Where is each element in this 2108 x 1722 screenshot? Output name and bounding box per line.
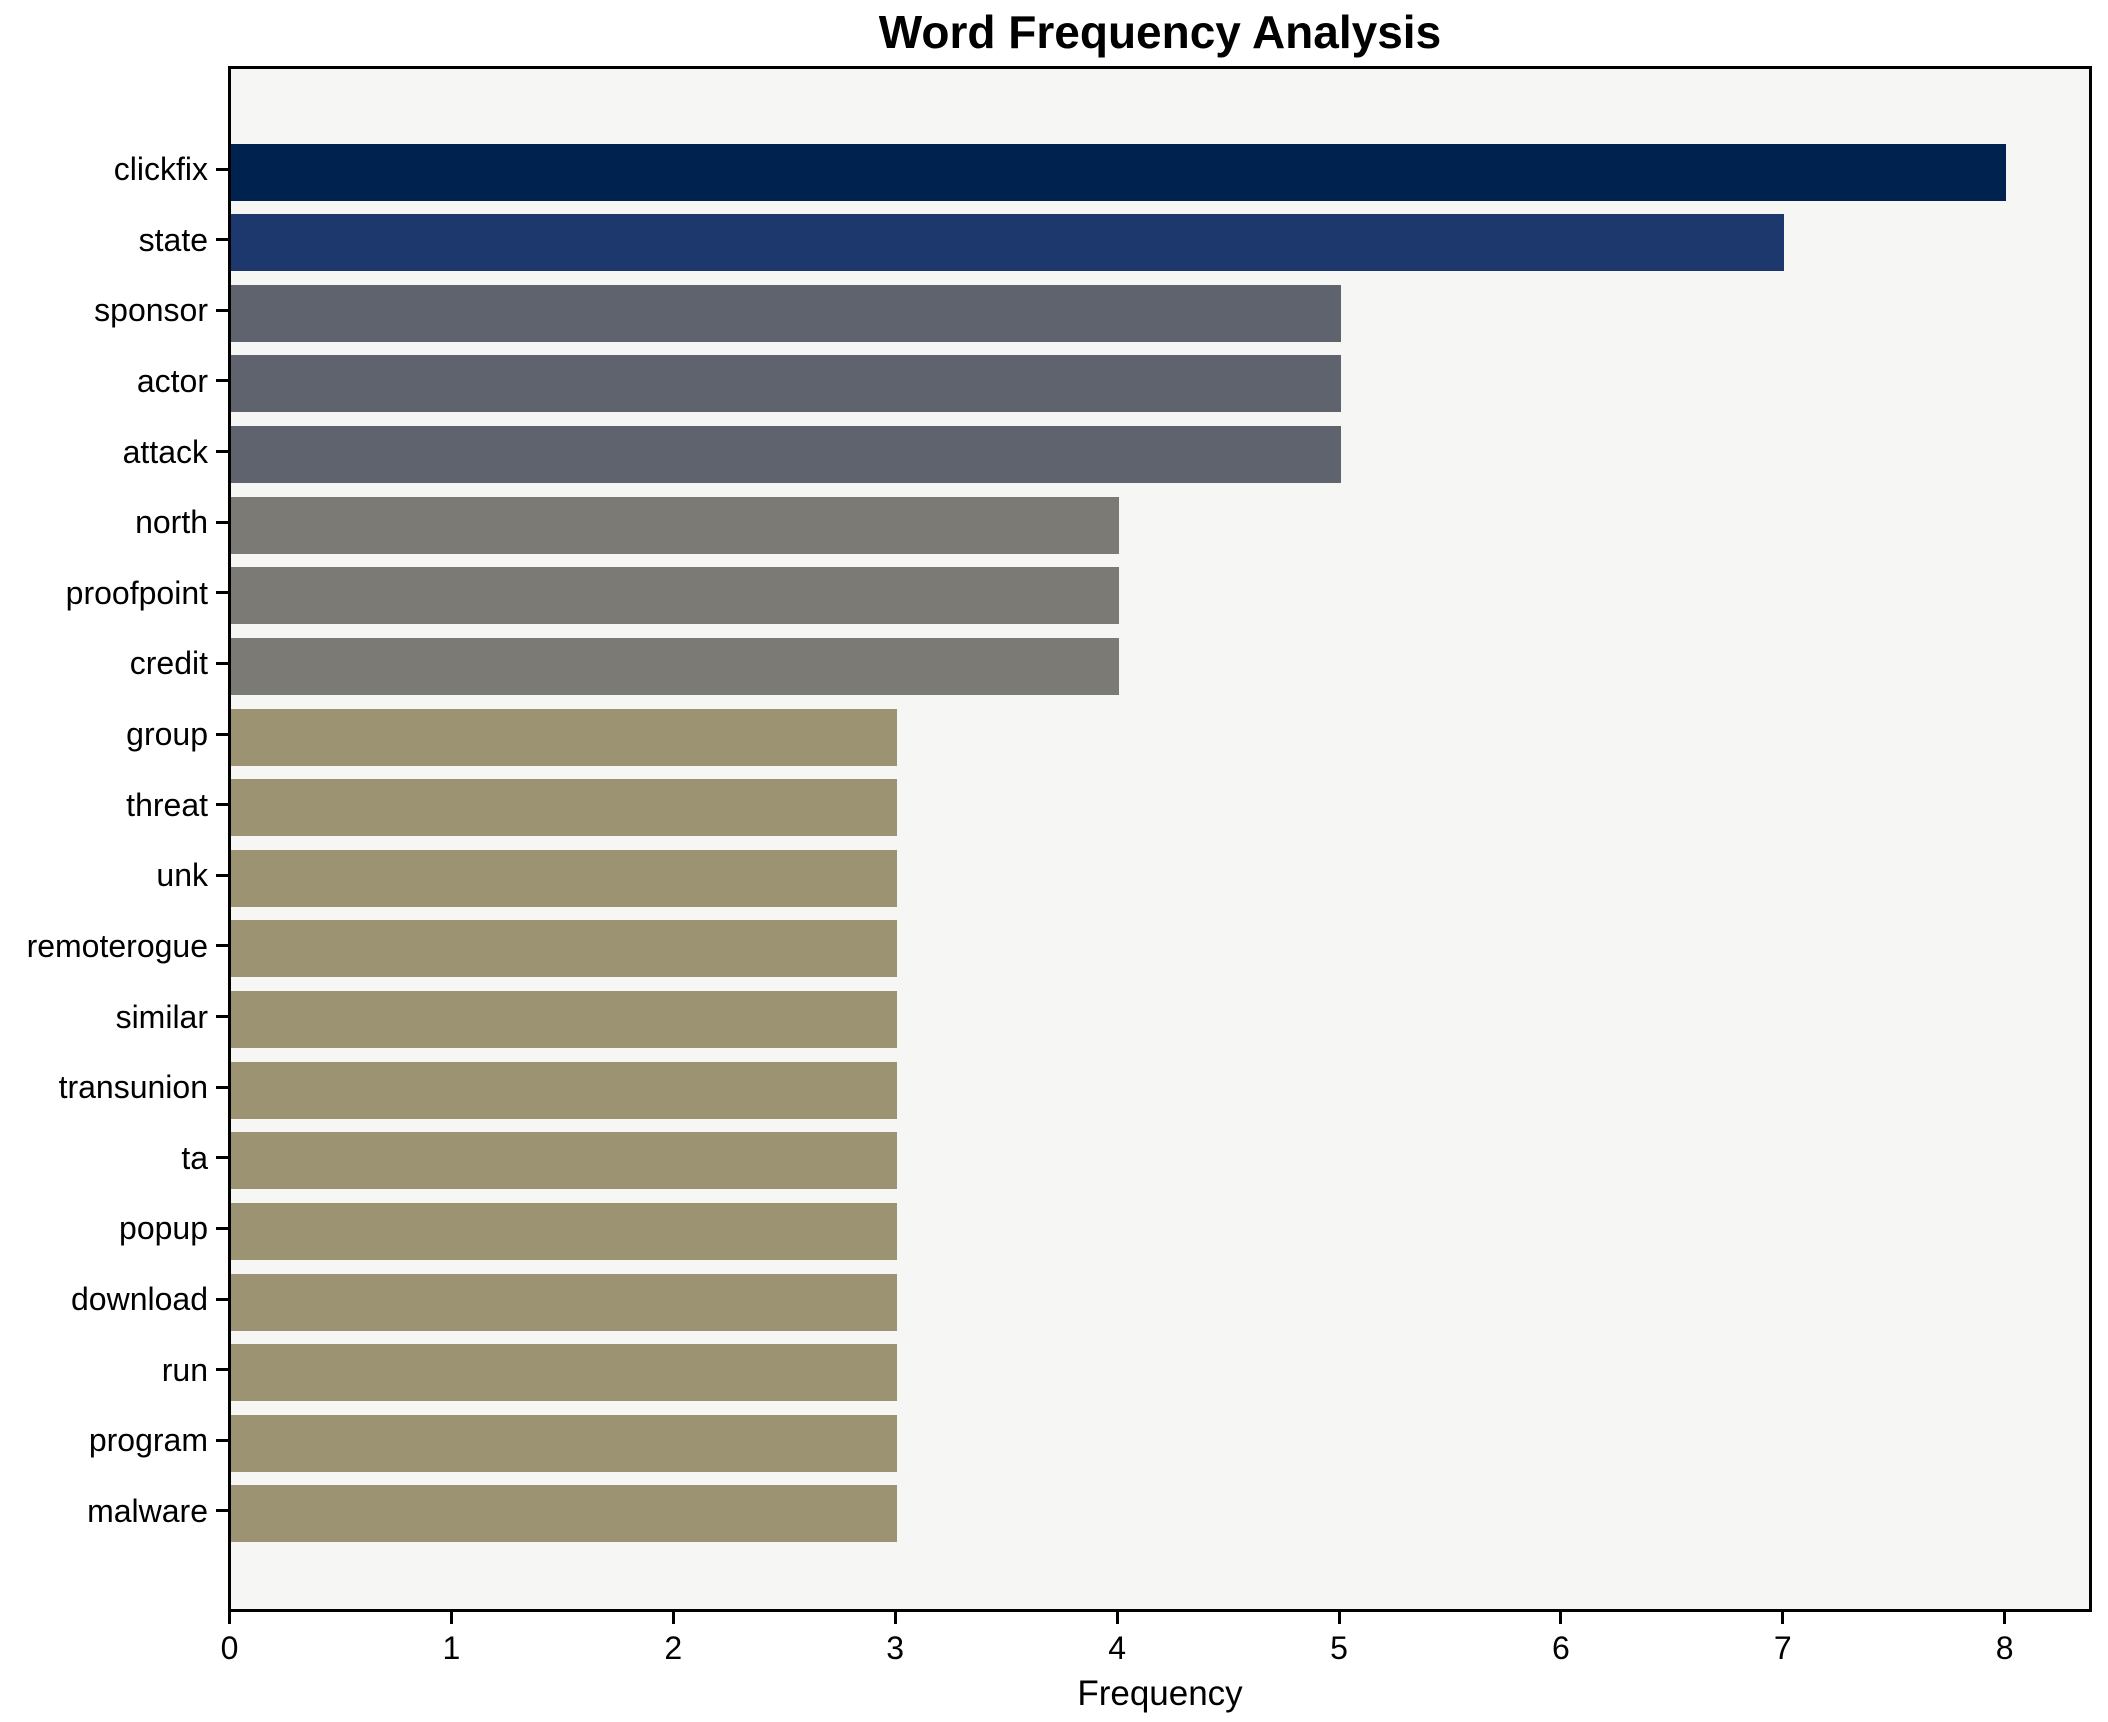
bars-container (231, 69, 2089, 1609)
y-tick-mark (216, 661, 228, 665)
y-tick-mark (216, 1438, 228, 1442)
y-tick-label-run: run (161, 1351, 208, 1388)
y-tick-label-state: state (138, 221, 208, 258)
bar-malware (231, 1485, 897, 1543)
bar-north (231, 496, 1119, 554)
x-axis-title: Frequency (1077, 1674, 1243, 1713)
y-tick-mark (216, 167, 228, 171)
y-tick-mark (216, 1368, 228, 1372)
x-tick-mark (2003, 1612, 2007, 1624)
x-tick-mark (671, 1612, 675, 1624)
y-tick-label-program: program (88, 1422, 208, 1459)
bar-run (231, 1344, 897, 1402)
y-tick-mark (216, 1297, 228, 1301)
bar-group (231, 708, 897, 766)
y-tick-mark (216, 1085, 228, 1089)
y-tick-label-threat: threat (126, 786, 208, 823)
x-tick-mark (1559, 1612, 1563, 1624)
y-tick-label-sponsor: sponsor (94, 292, 208, 329)
bar-program (231, 1414, 897, 1472)
bar-proofpoint (231, 567, 1119, 625)
y-tick-mark (216, 450, 228, 454)
x-tick-label-4: 4 (1108, 1630, 1126, 1666)
x-tick-label-5: 5 (1330, 1630, 1348, 1666)
x-tick-mark (893, 1612, 897, 1624)
bar-similar (231, 991, 897, 1049)
bar-popup (231, 1202, 897, 1260)
y-tick-label-transunion: transunion (58, 1069, 208, 1106)
y-tick-label-attack: attack (122, 433, 208, 470)
bar-download (231, 1273, 897, 1331)
y-tick-mark (216, 591, 228, 595)
y-tick-mark (216, 1015, 228, 1019)
y-tick-label-download: download (71, 1281, 208, 1318)
bar-attack (231, 426, 1341, 484)
y-tick-label-unk: unk (156, 857, 208, 894)
y-tick-mark (216, 732, 228, 736)
bar-threat (231, 779, 897, 837)
y-tick-mark (216, 1509, 228, 1513)
x-tick-mark (228, 1612, 231, 1624)
x-tick-label-2: 2 (664, 1630, 683, 1666)
y-tick-label-popup: popup (119, 1210, 208, 1247)
bar-actor (231, 355, 1341, 413)
bar-unk (231, 849, 897, 907)
x-tick-label-7: 7 (1773, 1630, 1792, 1666)
x-tick-label-3: 3 (886, 1630, 905, 1666)
x-tick-label-1: 1 (442, 1630, 461, 1666)
x-tick-mark (1115, 1612, 1119, 1624)
x-tick-mark (1781, 1612, 1785, 1624)
plot-area (228, 66, 2092, 1612)
y-tick-mark (216, 308, 228, 312)
y-tick-mark (216, 238, 228, 242)
bar-state (231, 214, 1785, 272)
y-tick-mark (216, 944, 228, 948)
y-tick-mark (216, 520, 228, 524)
y-tick-label-north: north (135, 504, 208, 541)
y-tick-mark (216, 1156, 228, 1160)
x-tick-mark (1337, 1612, 1341, 1624)
bar-remoterogue (231, 920, 897, 978)
y-tick-label-ta: ta (181, 1139, 208, 1176)
y-tick-label-actor: actor (136, 362, 208, 399)
x-tick-mark (449, 1612, 453, 1624)
y-tick-label-remoterogue: remoterogue (26, 927, 208, 964)
y-tick-label-proofpoint: proofpoint (65, 574, 208, 611)
x-tick-label-6: 6 (1551, 1630, 1570, 1666)
y-tick-mark (216, 803, 228, 807)
y-tick-label-similar: similar (115, 998, 208, 1035)
y-tick-mark (216, 379, 228, 383)
y-tick-label-clickfix: clickfix (113, 151, 208, 187)
y-tick-label-group: group (126, 716, 208, 753)
y-tick-label-malware: malware (87, 1492, 208, 1529)
bar-credit (231, 637, 1119, 695)
y-tick-label-credit: credit (129, 645, 208, 682)
y-tick-mark (216, 873, 228, 877)
bar-sponsor (231, 284, 1341, 342)
x-tick-label-0: 0 (220, 1630, 239, 1666)
y-tick-mark (216, 1226, 228, 1230)
bar-transunion (231, 1061, 897, 1119)
chart-title: Word Frequency Analysis (878, 6, 1442, 58)
bar-clickfix (231, 143, 2007, 201)
bar-ta (231, 1132, 897, 1190)
x-tick-label-8: 8 (1995, 1630, 2014, 1666)
